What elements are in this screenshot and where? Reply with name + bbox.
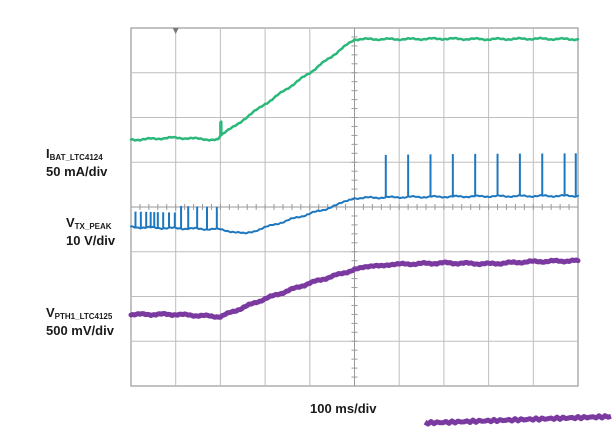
vpth-overflow-trace: [423, 413, 612, 427]
ibat-subscript: BAT_LTC4124: [49, 153, 103, 162]
vpth-subscript: PTH1_LTC4125: [54, 312, 113, 321]
ibat-trace: [129, 36, 580, 142]
x-axis-label: 100 ms/div: [310, 401, 377, 416]
vtx-subscript: TX_PEAK: [74, 222, 112, 231]
vpth-scale: 500 mV/div: [46, 323, 114, 338]
traces: [128, 36, 581, 320]
vtx-channel-label: VTX_PEAK 10 V/div: [66, 216, 115, 248]
ibat-scale: 50 mA/div: [46, 164, 108, 179]
vpth-trace: [128, 257, 581, 320]
vpth-name: V: [46, 305, 55, 320]
vpth-channel-label: VPTH1_LTC4125 500 mV/div: [46, 306, 114, 338]
grid: [130, 27, 579, 387]
vtx-scale: 10 V/div: [66, 233, 116, 248]
vtx-name: V: [66, 215, 75, 230]
vtx-trace: [130, 194, 579, 235]
vpth-overflow-path: [423, 413, 612, 427]
trigger-marker: [172, 28, 179, 34]
ibat-name: I: [46, 146, 50, 161]
ibat-channel-label: IBAT_LTC4124 50 mA/div: [46, 147, 107, 179]
